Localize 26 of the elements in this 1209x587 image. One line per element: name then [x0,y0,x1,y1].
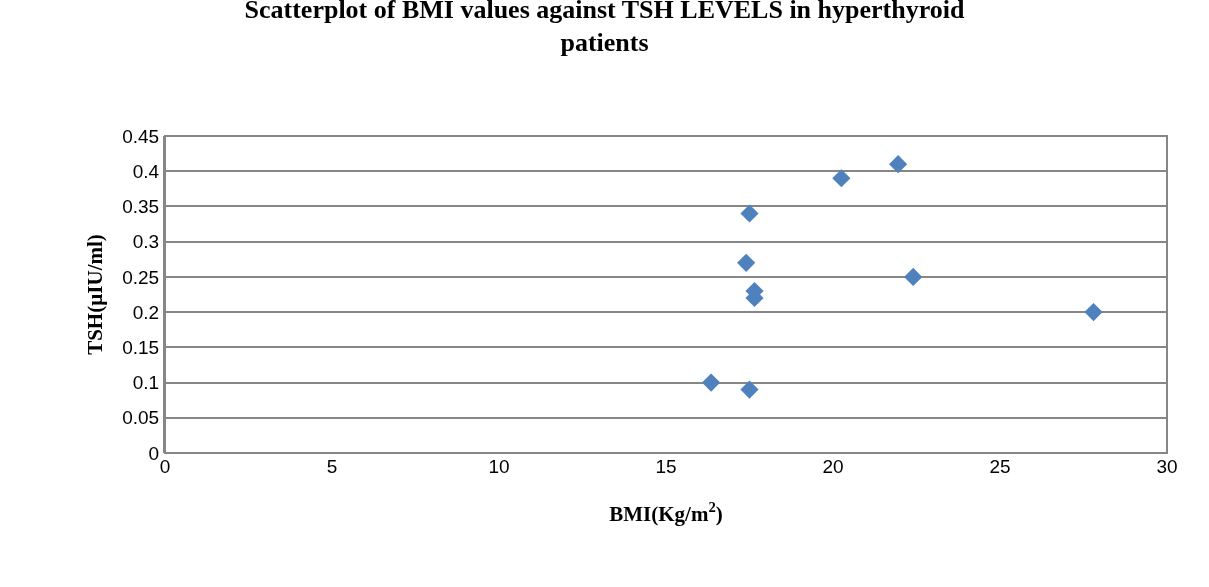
y-tick-label: 0.45 [122,125,160,147]
x-tick-label: 20 [822,456,844,477]
y-tick-label: 0.25 [122,266,160,288]
x-axis-title: BMI(Kg/m$^{2}$) [609,499,723,527]
point [737,253,756,272]
y-tick-label: 0.05 [122,407,160,429]
x-tick-label: 25 [989,456,1011,477]
y-tick-label: 0.1 [132,372,160,394]
chart-title: Scatterplot of BMI values against TSH LEVELS in hyperthyroid patients [244,0,965,58]
y-tick-label: 0.35 [122,196,160,218]
point [740,204,759,223]
x-tick-label: 10 [488,456,510,477]
point [889,155,908,174]
point [1084,303,1103,322]
point [701,373,721,392]
y-tick-label: 0.15 [122,336,160,358]
y-tick-label: 0.4 [132,160,160,182]
y-tick-label: 0.2 [132,301,160,323]
x-tick-label: 15 [655,456,677,477]
x-tick-label: 5 [326,456,338,477]
y-tick-label: 0.3 [132,231,160,253]
y-axis-title: TSH(µIU/ml) [82,234,107,355]
point [740,380,759,399]
point [832,169,851,188]
x-tick-label: 30 [1156,456,1178,477]
point [904,267,923,286]
